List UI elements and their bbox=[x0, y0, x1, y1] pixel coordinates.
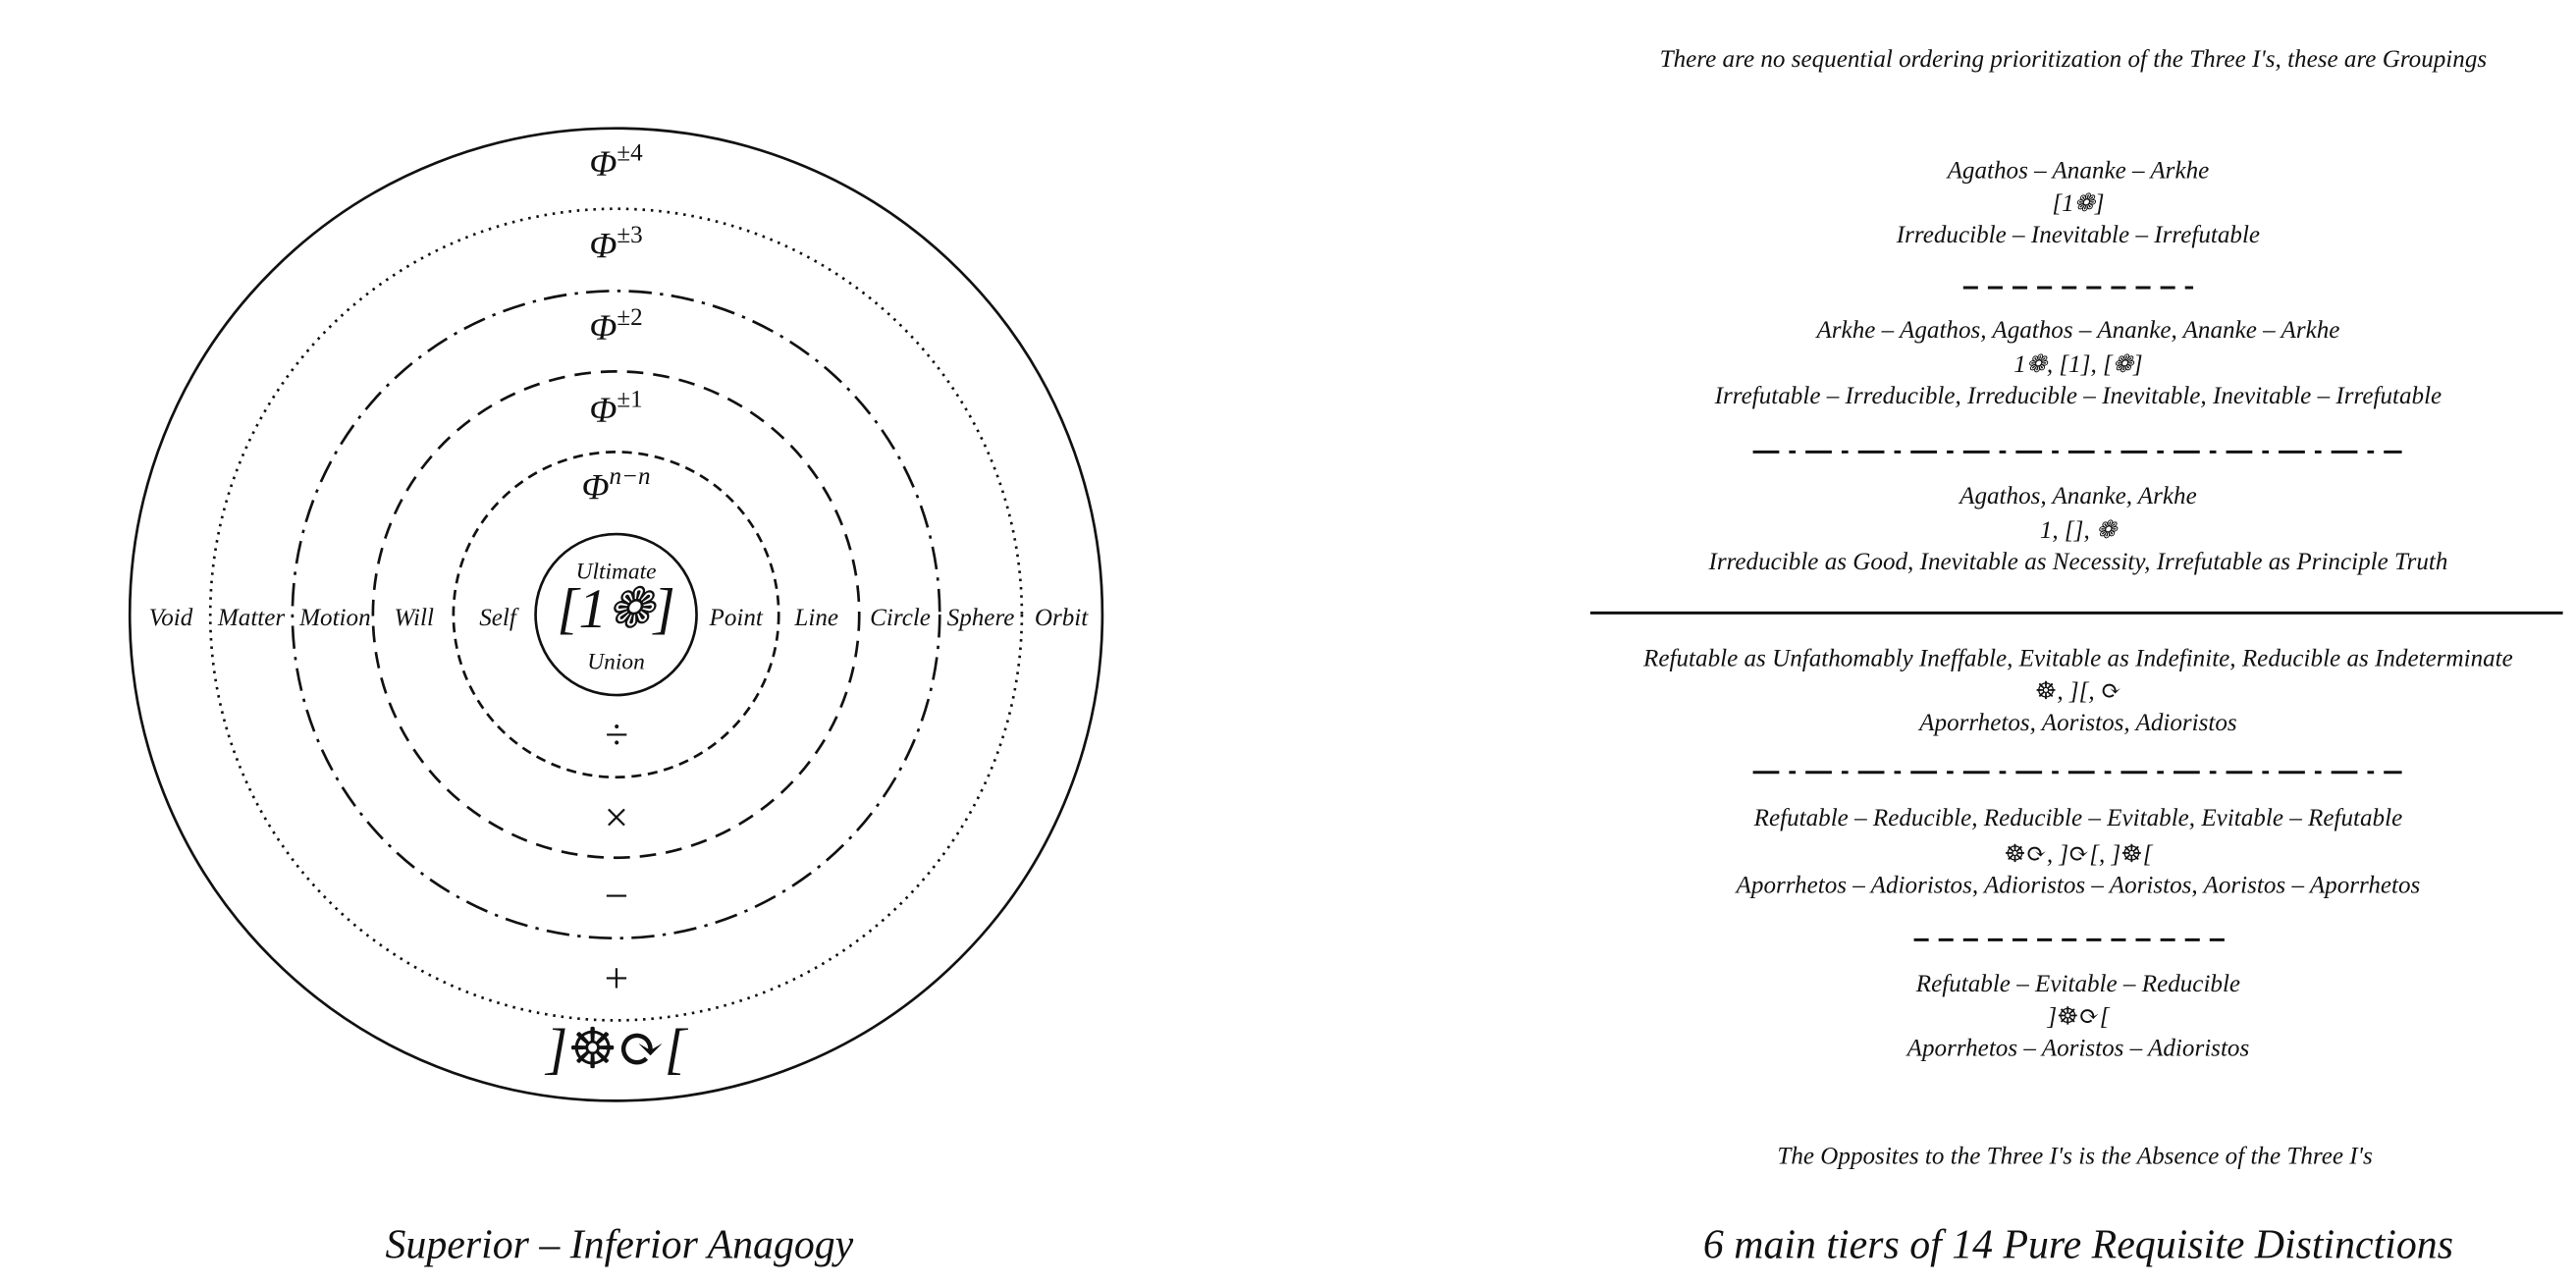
ring-word: Motion bbox=[298, 605, 371, 631]
phi-base: Φ bbox=[589, 308, 617, 348]
phi-label: Φ±3 bbox=[589, 222, 642, 266]
left-title: Superior – Inferior Anagogy bbox=[386, 1223, 854, 1268]
operator: ]☸⟳[ bbox=[544, 1019, 689, 1081]
inner-dashed-ring bbox=[452, 451, 780, 779]
tier-line: Aporrhetos – Adioristos, Adioristos – Ao… bbox=[1735, 873, 2421, 899]
ring-word: Circle bbox=[870, 605, 931, 631]
tier-line: [1❁] bbox=[2052, 190, 2104, 217]
tier-line: 1❁, [1], [❁] bbox=[2013, 351, 2142, 378]
tier-line: Refutable – Evitable – Reducible bbox=[1915, 971, 2240, 997]
operator: + bbox=[602, 955, 630, 1002]
dashdot-ring bbox=[291, 290, 941, 940]
center-label: [1❁] bbox=[557, 578, 674, 640]
phi-label: Φ±1 bbox=[589, 386, 642, 430]
tier-line: Agathos, Ananke, Arkhe bbox=[1958, 483, 2197, 509]
phi-label: Φ±4 bbox=[589, 139, 643, 184]
dotted-ring bbox=[208, 207, 1024, 1022]
phi-base: Φ bbox=[582, 467, 610, 508]
phi-exponent: ±2 bbox=[617, 304, 642, 331]
dashed-ring bbox=[371, 370, 861, 860]
phi-label: Φn−n bbox=[582, 463, 651, 508]
tier-line: ]☸⟳[ bbox=[2046, 1003, 2110, 1030]
operator: ÷ bbox=[605, 712, 628, 759]
center-label: Union bbox=[587, 650, 645, 675]
tier-line: Refutable – Reducible, Reducible – Evita… bbox=[1753, 805, 2403, 831]
tier-line: Irreducible – Inevitable – Irrefutable bbox=[1896, 222, 2260, 248]
phi-base: Φ bbox=[589, 390, 617, 430]
ring-word: Will bbox=[394, 605, 433, 631]
center-circle bbox=[534, 532, 698, 697]
phi-base: Φ bbox=[589, 226, 617, 266]
tier-line: Irrefutable – Irreducible, Irreducible –… bbox=[1714, 383, 2442, 409]
tier-line: Aporrhetos – Aoristos – Adioristos bbox=[1905, 1035, 2250, 1061]
phi-label: Φ±2 bbox=[589, 304, 642, 348]
ring-word: Sphere bbox=[947, 605, 1015, 631]
phi-exponent: ±4 bbox=[617, 139, 643, 166]
tier-line: Arkhe – Agathos, Agathos – Ananke, Anank… bbox=[1814, 317, 2339, 344]
ring-word: Self bbox=[479, 605, 519, 631]
tier-line: Irreducible as Good, Inevitable as Neces… bbox=[1707, 549, 2447, 575]
tier-line: ☸⟳, ]⟳[, ]☸[ bbox=[2004, 841, 2153, 868]
header: There are no sequential ordering priorit… bbox=[1660, 46, 2487, 73]
tier-line: ☸, ][, ⟳ bbox=[2035, 678, 2121, 705]
outer-ring bbox=[128, 127, 1104, 1102]
ring-word: Line bbox=[793, 605, 838, 631]
phi-exponent: ±1 bbox=[617, 386, 642, 412]
right-title: 6 main tiers of 14 Pure Requisite Distin… bbox=[1703, 1223, 2453, 1268]
tier-line: Refutable as Unfathomably Ineffable, Evi… bbox=[1642, 646, 2513, 672]
ring-word: Point bbox=[709, 605, 764, 631]
ring-word: Orbit bbox=[1035, 605, 1089, 631]
tier-line: Agathos – Ananke – Arkhe bbox=[1946, 158, 2210, 185]
phi-exponent: n−n bbox=[610, 463, 651, 490]
tier-line: 1, [], ❁ bbox=[2040, 517, 2119, 544]
tier-line: Aporrhetos, Aoristos, Adioristos bbox=[1917, 710, 2237, 736]
phi-exponent: ±3 bbox=[617, 222, 642, 248]
phi-base: Φ bbox=[589, 143, 617, 184]
ring-word: Void bbox=[149, 605, 193, 631]
center-label: Ultimate bbox=[576, 560, 657, 585]
operator: × bbox=[602, 794, 630, 841]
ring-word: Matter bbox=[217, 605, 286, 631]
footer: The Opposites to the Three I's is the Ab… bbox=[1777, 1144, 2372, 1170]
operator: − bbox=[602, 873, 630, 920]
